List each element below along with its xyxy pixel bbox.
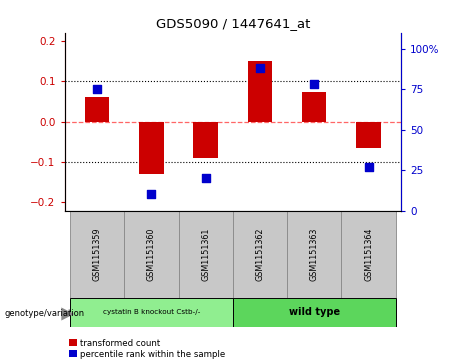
Bar	[85, 97, 109, 122]
Point	[94, 86, 101, 92]
Point	[311, 82, 318, 87]
Bar	[194, 122, 218, 158]
Bar	[356, 122, 381, 148]
Text: GSM1151359: GSM1151359	[93, 227, 101, 281]
Legend: transformed count, percentile rank within the sample: transformed count, percentile rank withi…	[69, 339, 225, 359]
Text: genotype/variation: genotype/variation	[5, 310, 85, 318]
Polygon shape	[61, 307, 74, 321]
Bar	[139, 122, 164, 174]
Point	[256, 65, 264, 71]
Text: GSM1151364: GSM1151364	[364, 227, 373, 281]
Bar	[233, 298, 396, 327]
Title: GDS5090 / 1447641_at: GDS5090 / 1447641_at	[156, 17, 310, 30]
Text: GSM1151363: GSM1151363	[310, 227, 319, 281]
Bar	[233, 211, 287, 298]
Bar	[287, 211, 341, 298]
Bar	[70, 298, 233, 327]
Bar	[302, 93, 326, 122]
Point	[202, 175, 209, 181]
Bar	[124, 211, 178, 298]
Point	[365, 164, 372, 170]
Text: cystatin B knockout Cstb-/-: cystatin B knockout Cstb-/-	[103, 309, 200, 315]
Text: wild type: wild type	[289, 307, 340, 317]
Bar	[341, 211, 396, 298]
Bar	[70, 211, 124, 298]
Bar	[178, 211, 233, 298]
Bar	[248, 61, 272, 122]
Point	[148, 191, 155, 197]
Text: GSM1151360: GSM1151360	[147, 227, 156, 281]
Text: GSM1151362: GSM1151362	[255, 227, 265, 281]
Text: GSM1151361: GSM1151361	[201, 227, 210, 281]
